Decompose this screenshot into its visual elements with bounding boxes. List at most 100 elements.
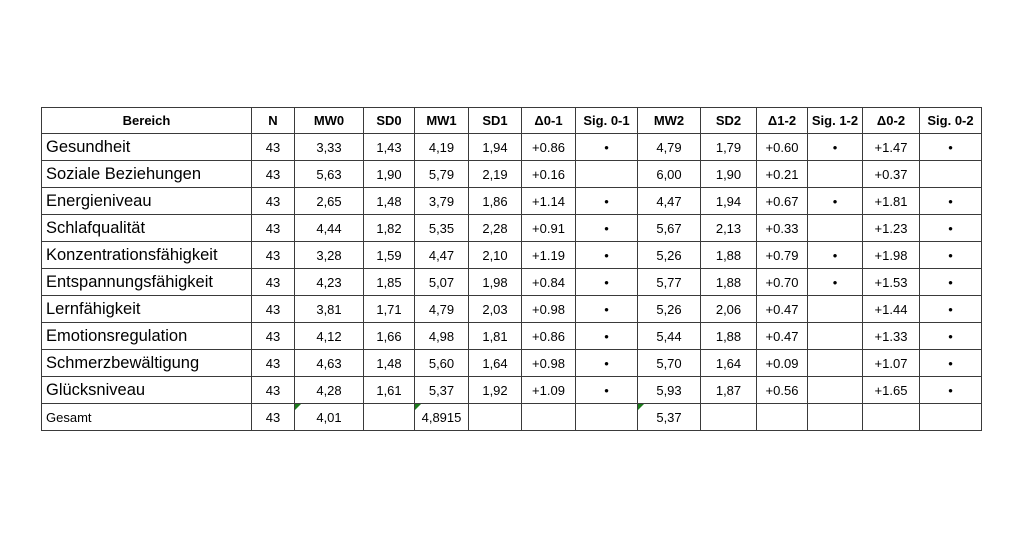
cell-sd0: 1,71 — [363, 295, 415, 323]
cell-mw1: 4,98 — [414, 322, 469, 350]
cell-sd0: 1,48 — [363, 187, 415, 215]
cell-mw0: 3,28 — [294, 241, 364, 269]
table-row: Soziale Beziehungen 43 5,63 1,90 5,79 2,19 +0.… — [41, 160, 982, 188]
table-row: Glücksniveau 43 4,28 1,61 5,37 1,92 +1.09 • 5,93… — [41, 376, 982, 404]
cell-delta-0-2: +1.07 — [862, 349, 920, 377]
cell-sig-1-2: • — [807, 133, 863, 161]
cell-bereich: Gesamt — [41, 403, 252, 431]
cell-sig-1-2 — [807, 403, 863, 431]
cell-delta-1-2: +0.79 — [756, 241, 808, 269]
column-header-sd0: SD0 — [363, 107, 415, 134]
cell-delta-0-2: +1.23 — [862, 214, 920, 242]
cell-mw1: 5,07 — [414, 268, 469, 296]
cell-sd2: 2,06 — [700, 295, 757, 323]
column-header-delta-0-1: Δ0-1 — [521, 107, 576, 134]
cell-n: 43 — [251, 214, 295, 242]
cell-sd1: 1,94 — [468, 133, 522, 161]
cell-n: 43 — [251, 376, 295, 404]
cell-delta-0-2: +1.44 — [862, 295, 920, 323]
cell-sd1: 2,19 — [468, 160, 522, 188]
column-header-mw2: MW2 — [637, 107, 701, 134]
cell-bereich: Lernfähigkeit — [41, 295, 252, 323]
cell-mw0: 4,23 — [294, 268, 364, 296]
cell-delta-1-2: +0.21 — [756, 160, 808, 188]
column-header-delta-0-2: Δ0-2 — [862, 107, 920, 134]
cell-delta-1-2: +0.47 — [756, 295, 808, 323]
cell-mw1: 4,8915 — [414, 403, 469, 431]
cell-bereich: Gesundheit — [41, 133, 252, 161]
cell-sd0: 1,90 — [363, 160, 415, 188]
table-row: Lernfähigkeit 43 3,81 1,71 4,79 2,03 +0.98 • 5,2… — [41, 295, 982, 323]
cell-n: 43 — [251, 241, 295, 269]
cell-delta-0-2: +1.47 — [862, 133, 920, 161]
cell-sig-0-1: • — [575, 295, 638, 323]
cell-mw1: 5,60 — [414, 349, 469, 377]
cell-sd2: 1,64 — [700, 349, 757, 377]
cell-sd1: 1,92 — [468, 376, 522, 404]
cell-sd0: 1,61 — [363, 376, 415, 404]
cell-sig-0-1 — [575, 403, 638, 431]
column-header-mw1: MW1 — [414, 107, 469, 134]
cell-delta-0-1: +0.16 — [521, 160, 576, 188]
cell-sig-1-2 — [807, 349, 863, 377]
cell-mw0: 4,28 — [294, 376, 364, 404]
cell-sig-0-2: • — [919, 322, 982, 350]
column-header-mw0: MW0 — [294, 107, 364, 134]
cell-mw1: 5,79 — [414, 160, 469, 188]
table-row: Energieniveau 43 2,65 1,48 3,79 1,86 +1.14 • 4,4… — [41, 187, 982, 215]
column-header-n: N — [251, 107, 295, 134]
cell-sig-0-2 — [919, 403, 982, 431]
cell-sd0: 1,48 — [363, 349, 415, 377]
cell-sd1: 2,03 — [468, 295, 522, 323]
cell-mw1: 3,79 — [414, 187, 469, 215]
cell-n: 43 — [251, 187, 295, 215]
cell-mw0: 4,44 — [294, 214, 364, 242]
cell-mw2: 5,37 — [637, 403, 701, 431]
cell-delta-0-2: +0.37 — [862, 160, 920, 188]
cell-sd0 — [363, 403, 415, 431]
cell-n: 43 — [251, 349, 295, 377]
cell-sd1: 2,10 — [468, 241, 522, 269]
cell-delta-1-2: +0.33 — [756, 214, 808, 242]
cell-sig-1-2 — [807, 160, 863, 188]
table-row: Konzentrationsfähigkeit 43 3,28 1,59 4,47 2,1… — [41, 241, 982, 269]
cell-delta-0-1: +0.86 — [521, 133, 576, 161]
cell-delta-0-2: +1.98 — [862, 241, 920, 269]
cell-bereich: Konzentrationsfähigkeit — [41, 241, 252, 269]
cell-delta-0-1: +0.98 — [521, 295, 576, 323]
cell-sig-0-1: • — [575, 133, 638, 161]
cell-delta-0-1: +0.91 — [521, 214, 576, 242]
cell-sd1: 1,81 — [468, 322, 522, 350]
cell-sd2: 1,88 — [700, 241, 757, 269]
table-row: Schlafqualität 43 4,44 1,82 5,35 2,28 +0.91 • 5,… — [41, 214, 982, 242]
cell-delta-1-2 — [756, 403, 808, 431]
cell-sig-0-1: • — [575, 268, 638, 296]
cell-sig-0-2: • — [919, 268, 982, 296]
cell-delta-0-1: +1.19 — [521, 241, 576, 269]
cell-sig-1-2 — [807, 322, 863, 350]
cell-mw1: 4,79 — [414, 295, 469, 323]
cell-sig-0-1: • — [575, 214, 638, 242]
cell-mw1: 5,37 — [414, 376, 469, 404]
cell-sd1 — [468, 403, 522, 431]
cell-sig-0-1: • — [575, 322, 638, 350]
column-header-sig-0-1: Sig. 0-1 — [575, 107, 638, 134]
cell-delta-0-1: +1.09 — [521, 376, 576, 404]
cell-sd1: 1,64 — [468, 349, 522, 377]
table-row: Entspannungsfähigkeit 43 4,23 1,85 5,07 1,98 +… — [41, 268, 982, 296]
cell-n: 43 — [251, 322, 295, 350]
cell-sig-1-2 — [807, 376, 863, 404]
cell-sd1: 2,28 — [468, 214, 522, 242]
cell-sd2 — [700, 403, 757, 431]
cell-sig-0-1: • — [575, 241, 638, 269]
cell-sd2: 1,94 — [700, 187, 757, 215]
cell-mw0: 4,12 — [294, 322, 364, 350]
cell-delta-0-2: +1.33 — [862, 322, 920, 350]
cell-bereich: Soziale Beziehungen — [41, 160, 252, 188]
total-row: Gesamt 43 4,01 4,8915 5,37 — [41, 403, 982, 431]
cell-sig-0-2: • — [919, 295, 982, 323]
cell-delta-1-2: +0.60 — [756, 133, 808, 161]
cell-sd2: 1,90 — [700, 160, 757, 188]
cell-mw2: 5,93 — [637, 376, 701, 404]
cell-sig-0-2: • — [919, 349, 982, 377]
